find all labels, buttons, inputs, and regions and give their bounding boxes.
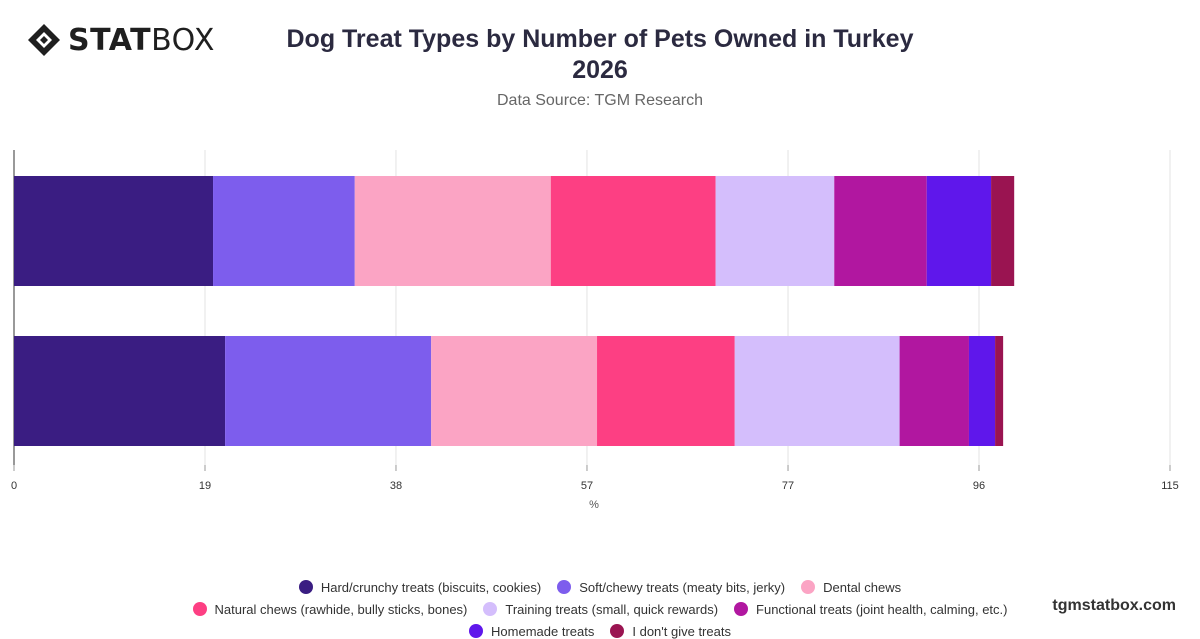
legend-item[interactable]: Hard/crunchy treats (biscuits, cookies) [298, 579, 542, 595]
bar-segment[interactable] [734, 336, 900, 446]
legend-label: Natural chews (rawhide, bully sticks, bo… [214, 601, 468, 617]
bar-segment[interactable] [14, 336, 226, 446]
bar-segment[interactable] [14, 176, 214, 286]
bar-segment[interactable] [926, 176, 992, 286]
legend-label: Soft/chewy treats (meaty bits, jerky) [579, 579, 786, 595]
legend-label: Dental chews [823, 579, 902, 595]
bar-segment[interactable] [213, 176, 355, 286]
legend-label: Training treats (small, quick rewards) [505, 601, 719, 617]
x-tick-label: 0 [11, 480, 17, 492]
x-tick-label: 57 [581, 480, 593, 492]
x-tick-label: 96 [973, 480, 985, 492]
legend-swatch-icon [298, 580, 313, 594]
chart-title-line1: Dog Treat Types by Number of Pets Owned … [286, 25, 914, 53]
legend-label: Hard/crunchy treats (biscuits, cookies) [320, 579, 542, 595]
bar-segment[interactable] [431, 336, 598, 446]
bar-segment[interactable] [991, 176, 1015, 286]
legend-item[interactable]: Natural chews (rawhide, bully sticks, bo… [192, 601, 468, 617]
bar-segment[interactable] [550, 176, 716, 286]
chart-legend: Hard/crunchy treats (biscuits, cookies) S… [150, 579, 1050, 639]
legend-swatch-icon [610, 624, 625, 638]
chart-title: Dog Treat Types by Number of Pets Owned … [0, 24, 1200, 86]
bar-segment[interactable] [715, 176, 835, 286]
x-axis-label: % [589, 499, 599, 511]
legend-swatch-icon [801, 580, 816, 594]
x-tick-label: 38 [390, 480, 402, 492]
chart-subtitle: Data Source: TGM Research [496, 92, 703, 109]
diamond-logo-icon [28, 24, 60, 56]
legend-item[interactable]: Homemade treats [469, 623, 594, 639]
x-tick-label: 19 [199, 480, 211, 492]
legend-swatch-icon [192, 602, 207, 616]
watermark: tgmstatbox.com [1052, 597, 1176, 614]
legend-swatch-icon [469, 624, 484, 638]
bar-segment[interactable] [225, 336, 432, 446]
bar-segment[interactable] [597, 336, 735, 446]
brand-wordmark: STATBOX [68, 22, 215, 58]
legend-item[interactable]: I don't give treats [610, 623, 731, 639]
bar-segment[interactable] [899, 336, 969, 446]
x-tick-label: 77 [782, 480, 794, 492]
legend-item[interactable]: Soft/chewy treats (meaty bits, jerky) [557, 579, 785, 595]
legend-item[interactable]: Dental chews [801, 579, 901, 595]
chart-title-line2: 2026 [572, 56, 628, 84]
statbox-logo: STATBOX [26, 22, 215, 58]
legend-item[interactable]: Training treats (small, quick rewards) [483, 601, 718, 617]
bar-segment[interactable] [995, 336, 1004, 446]
bar-segment[interactable] [354, 176, 551, 286]
legend-swatch-icon [483, 602, 498, 616]
legend-swatch-icon [557, 580, 572, 594]
bar-segment[interactable] [834, 176, 927, 286]
bar-segment[interactable] [968, 336, 996, 446]
legend-label: Homemade treats [491, 623, 595, 639]
legend-label: Functional treats (joint health, calming… [756, 601, 1008, 617]
legend-swatch-icon [734, 602, 749, 616]
legend-item[interactable]: Functional treats (joint health, calming… [734, 601, 1007, 617]
stacked-bar-chart: 0 19 38 57 77 96 115% [11, 150, 1179, 511]
legend-label: I don't give treats [632, 623, 731, 639]
x-tick-label: 115 [1161, 480, 1179, 492]
